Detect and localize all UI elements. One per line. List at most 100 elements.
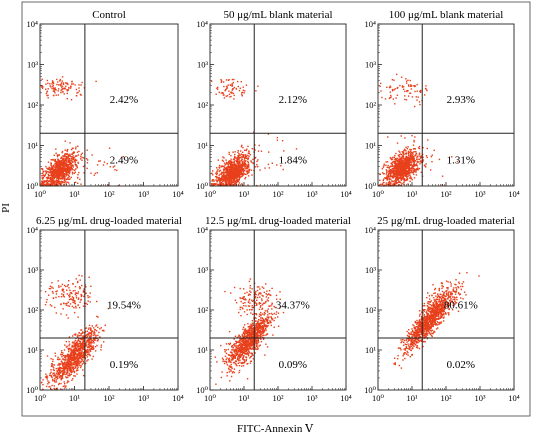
data-point [211, 172, 213, 174]
data-point [106, 163, 108, 165]
data-point [76, 369, 78, 371]
data-point [57, 356, 59, 358]
data-point [61, 372, 64, 375]
data-point [231, 175, 233, 177]
data-point [64, 356, 66, 358]
data-point [43, 183, 46, 185]
data-point [248, 351, 251, 354]
data-point [246, 148, 248, 150]
data-point [227, 161, 229, 164]
data-point [392, 176, 395, 179]
data-point [232, 180, 235, 182]
data-point [60, 379, 62, 381]
data-point [391, 161, 394, 164]
data-point [399, 160, 401, 163]
data-point [71, 292, 73, 295]
data-point [390, 94, 392, 97]
data-point [255, 317, 257, 319]
data-point [58, 369, 60, 371]
data-point [56, 180, 58, 182]
data-point [58, 163, 60, 165]
data-point [69, 348, 71, 350]
data-point [402, 169, 404, 172]
data-point [68, 349, 70, 351]
data-point [76, 341, 78, 344]
data-point [233, 169, 236, 171]
data-point [231, 183, 233, 185]
data-point [68, 336, 71, 338]
x-tick-label: 10⁴ [340, 189, 352, 199]
data-point [404, 163, 406, 165]
data-point [57, 173, 59, 175]
data-point [56, 175, 58, 178]
data-point [62, 161, 64, 163]
data-point [58, 373, 61, 376]
data-point [67, 165, 70, 168]
data-point [393, 156, 396, 158]
data-point [405, 146, 407, 148]
data-point [52, 287, 54, 289]
data-point [400, 158, 402, 160]
data-point [252, 158, 254, 161]
data-point [236, 176, 238, 179]
data-point [53, 82, 55, 85]
data-point [226, 166, 229, 168]
data-point [85, 344, 87, 346]
data-point [50, 371, 52, 373]
data-point [41, 87, 44, 89]
data-point [63, 181, 66, 184]
data-point [107, 307, 110, 310]
data-point [85, 334, 87, 336]
data-point [415, 170, 417, 172]
data-point [389, 170, 391, 172]
data-point [403, 178, 406, 180]
data-point [414, 136, 416, 138]
data-point [67, 158, 70, 160]
data-point [235, 164, 238, 166]
data-point [406, 90, 408, 92]
y-tick-label: 10⁰ [26, 181, 39, 191]
data-point [242, 164, 244, 166]
data-point [49, 172, 51, 174]
data-point [59, 171, 62, 173]
data-point [245, 167, 248, 169]
data-point [220, 173, 223, 175]
data-point [78, 343, 81, 345]
data-point [247, 162, 249, 164]
data-point [254, 166, 257, 168]
data-point [233, 86, 235, 89]
data-point [413, 163, 415, 165]
data-point [248, 155, 250, 158]
data-point [218, 91, 220, 93]
data-point [247, 169, 249, 171]
data-point [396, 177, 398, 180]
data-point [45, 177, 48, 179]
data-point [399, 170, 402, 173]
data-point [394, 159, 396, 161]
data-point [388, 86, 391, 89]
data-point [223, 177, 225, 179]
data-point [93, 339, 95, 342]
data-point [218, 174, 220, 177]
data-point [60, 350, 63, 352]
data-point [74, 163, 76, 165]
data-point [410, 151, 413, 154]
panel-grid: Control10⁰10⁰10¹10¹10²10²10³10³10⁴10⁴2.4… [26, 9, 520, 403]
data-point [391, 177, 394, 179]
data-point [60, 296, 63, 298]
data-point [72, 366, 74, 368]
data-point [64, 169, 67, 171]
data-point [82, 336, 84, 338]
data-point [60, 83, 62, 85]
data-point [76, 358, 78, 360]
data-point [238, 182, 241, 184]
x-tick-label: 10⁰ [34, 393, 47, 403]
data-point [68, 294, 70, 297]
data-point [400, 160, 402, 163]
data-point [418, 147, 421, 150]
data-point [81, 356, 84, 358]
data-point [41, 180, 43, 182]
data-point [62, 82, 65, 84]
data-point [67, 155, 69, 157]
data-point [224, 181, 226, 183]
